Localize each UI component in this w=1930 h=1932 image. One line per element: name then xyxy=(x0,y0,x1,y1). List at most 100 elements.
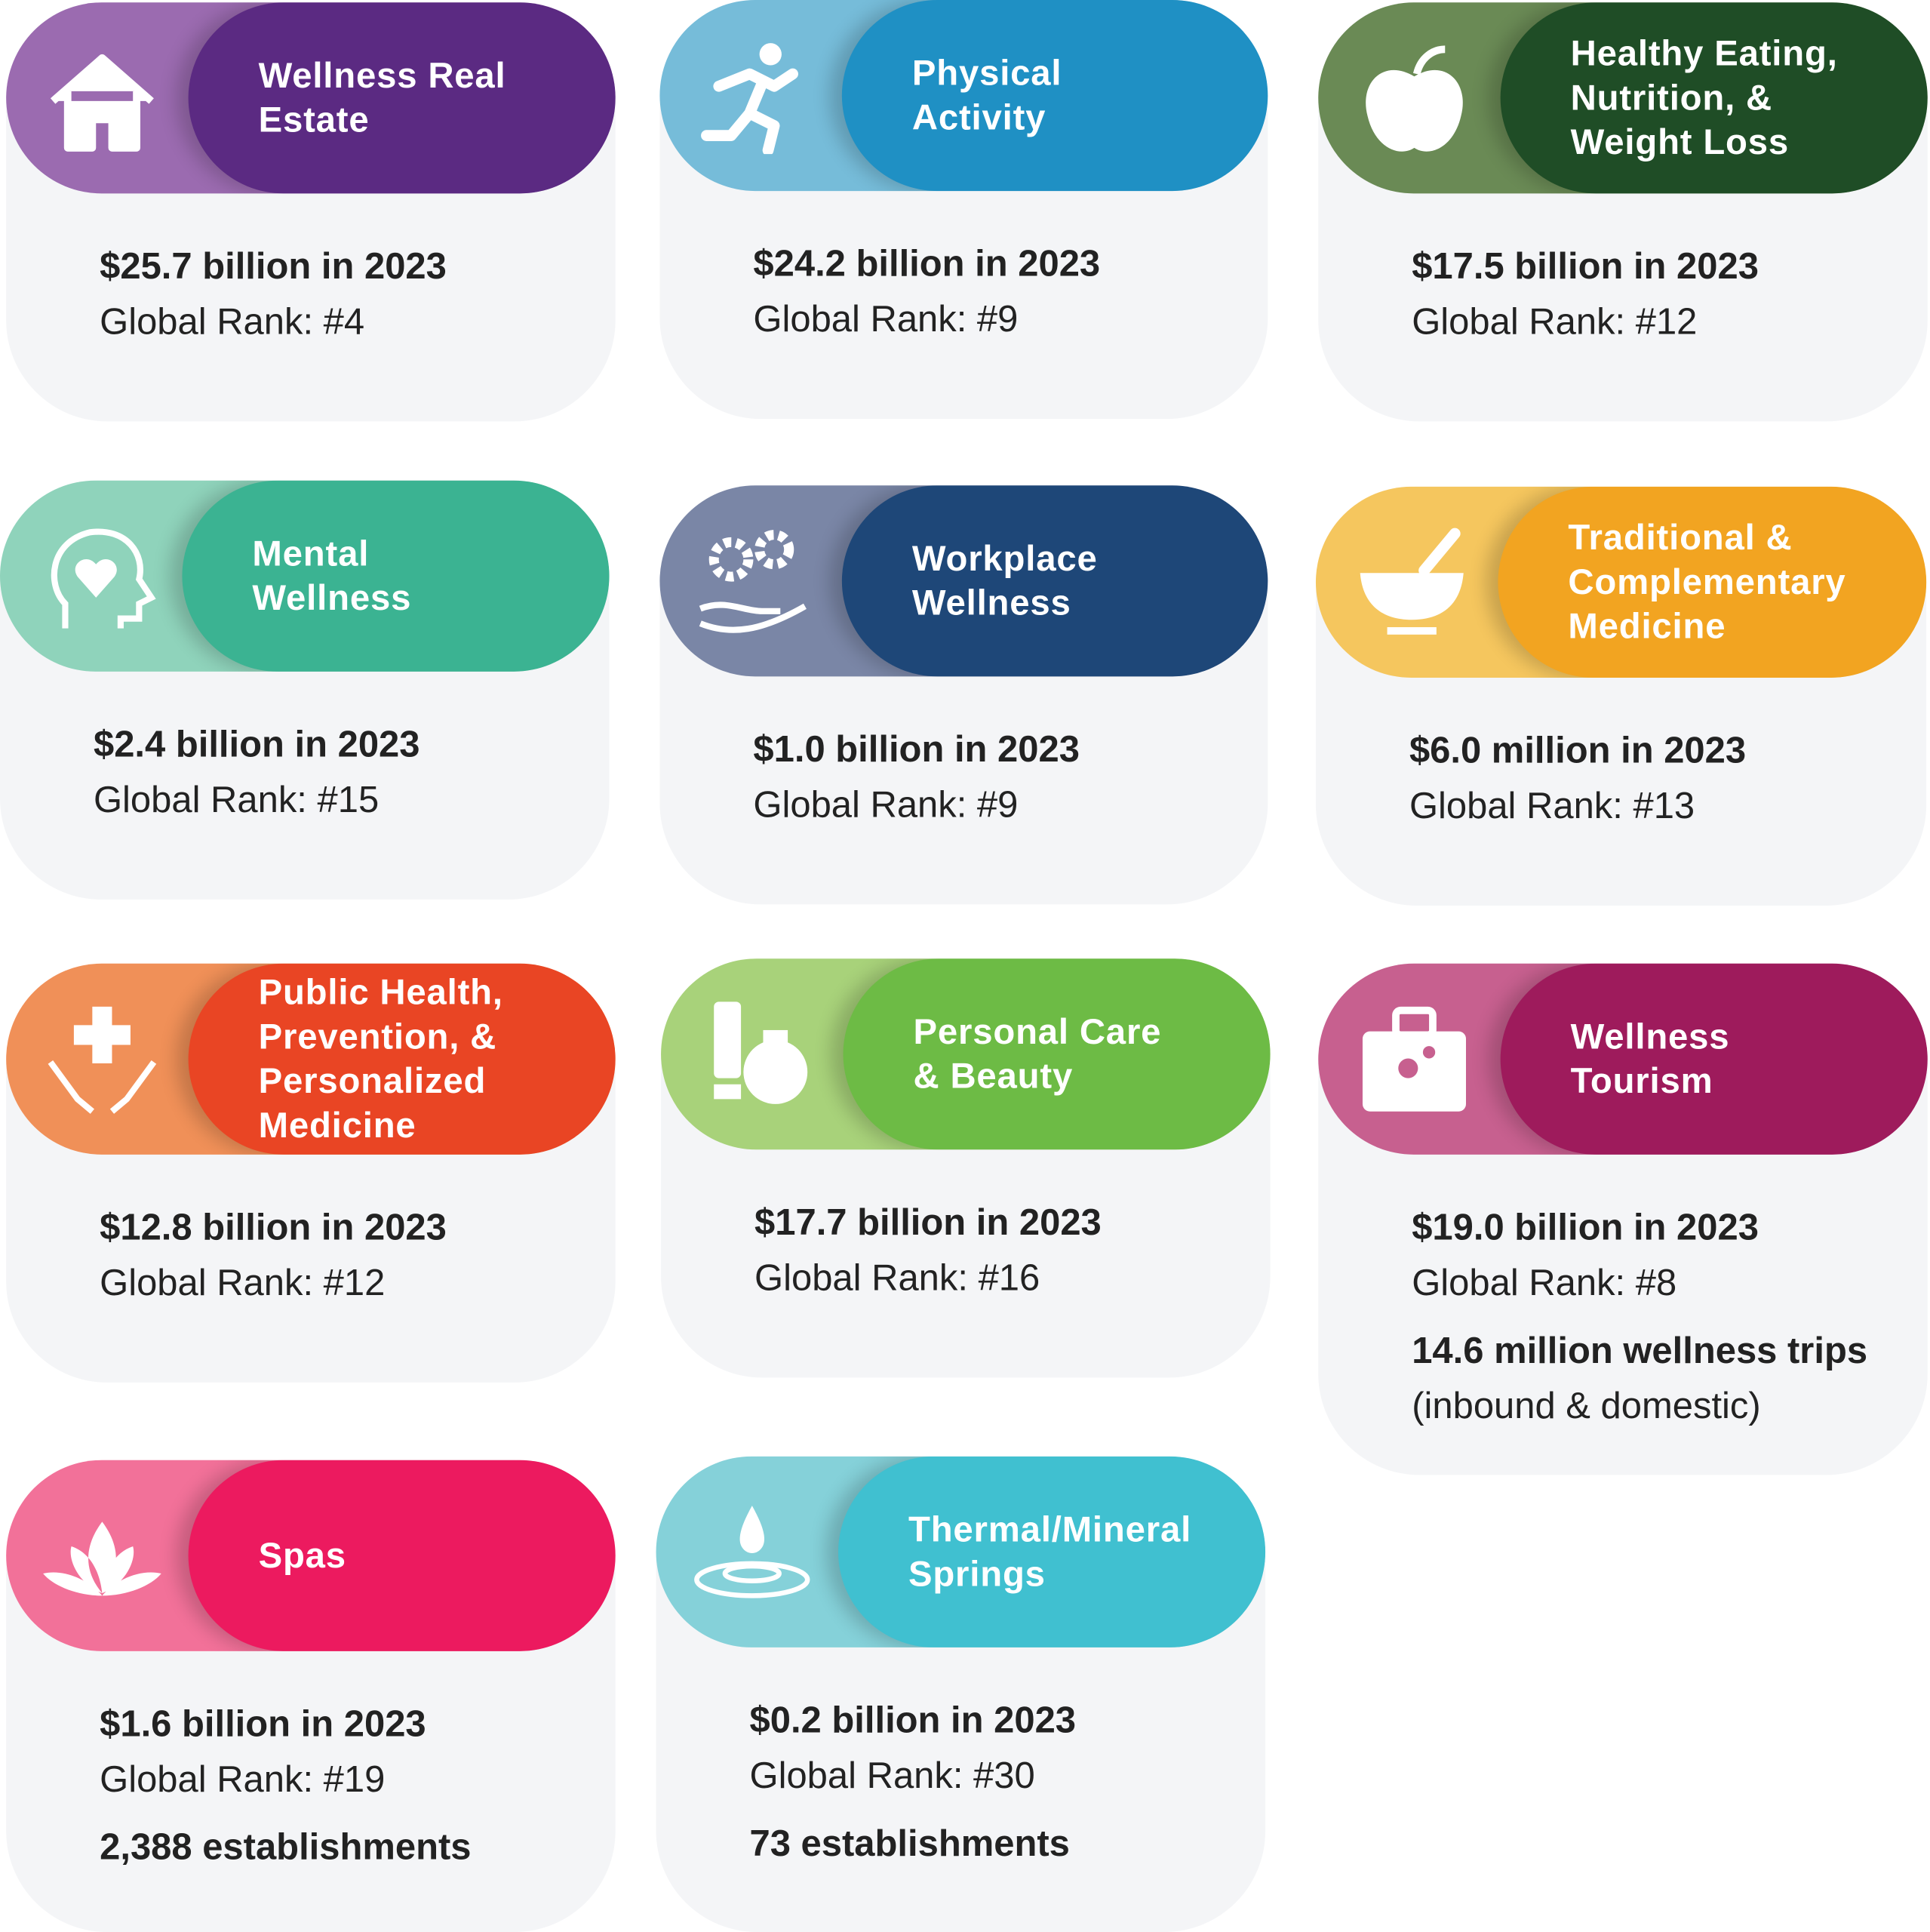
value: $12.8 billion in 2023 xyxy=(100,1208,447,1248)
card: Wellness Tourism $19.0 billion in 2023 Glob… xyxy=(1318,963,1928,1475)
value: $0.2 billion in 2023 xyxy=(749,1700,1077,1742)
header-band xyxy=(1498,486,1927,678)
icon xyxy=(1360,528,1464,635)
card-header: Healthy Eating, Nutrition, & Weight Loss xyxy=(1318,2,1928,194)
card: Thermal/Mineral Springs $0.2 billion in 20… xyxy=(656,1456,1266,1932)
card-title: Workplace Wellness xyxy=(912,485,1243,676)
card: Wellness Real Estate $25.7 billion in 2023… xyxy=(6,2,616,422)
header-band xyxy=(841,485,1268,677)
title-line: Medicine xyxy=(258,1106,416,1146)
card-title: Wellness Tourism xyxy=(1571,964,1903,1155)
card-header: Physical Activity xyxy=(659,0,1268,192)
title-line: Personal Care xyxy=(913,1012,1162,1052)
card-title: Thermal/Mineral Springs xyxy=(908,1457,1240,1647)
rank: Global Rank: #13 xyxy=(1409,786,1695,827)
title-line: Spas xyxy=(258,1536,346,1576)
icon xyxy=(1366,45,1463,152)
rank: Global Rank: #19 xyxy=(100,1759,386,1801)
title-line: Springs xyxy=(908,1554,1046,1594)
card-title: Traditional & Complementary Medicine xyxy=(1568,487,1901,678)
card-header: Personal Care & Beauty xyxy=(661,958,1271,1150)
value: $25.7 billion in 2023 xyxy=(100,246,447,288)
value: $17.7 billion in 2023 xyxy=(754,1202,1102,1244)
icon xyxy=(699,530,807,633)
card-title: Public Health, Prevention, & Personalized M… xyxy=(259,964,591,1155)
header-band xyxy=(188,963,616,1155)
card-title: Personal Care & Beauty xyxy=(913,958,1245,1149)
card-header: Workplace Wellness xyxy=(659,485,1268,677)
card: Workplace Wellness $1.0 billion in 2023 Glo… xyxy=(659,485,1268,905)
card-header: Thermal/Mineral Springs xyxy=(656,1456,1266,1647)
title-line: & Beauty xyxy=(913,1057,1074,1097)
title-line: Physical xyxy=(911,54,1062,94)
title-line: Tourism xyxy=(1570,1061,1713,1101)
rank: Global Rank: #9 xyxy=(753,299,1019,340)
header-band xyxy=(1500,963,1928,1155)
rank: Global Rank: #12 xyxy=(100,1263,386,1304)
title-line: Wellness xyxy=(1570,1017,1730,1057)
value: $19.0 billion in 2023 xyxy=(1412,1208,1759,1248)
icon xyxy=(50,54,154,152)
card-header: Public Health, Prevention, & Personalized M… xyxy=(6,963,616,1155)
card-title: Physical Activity xyxy=(912,0,1243,191)
card-title: Mental Wellness xyxy=(252,481,584,672)
rank: Global Rank: #9 xyxy=(753,785,1019,826)
rank: Global Rank: #8 xyxy=(1412,1263,1677,1304)
card-header: Wellness Tourism xyxy=(1318,963,1928,1155)
value: $2.4 billion in 2023 xyxy=(93,724,420,765)
card-header: Wellness Real Estate xyxy=(6,2,616,194)
title-line: Medicine xyxy=(1568,607,1726,647)
title-line: Healthy Eating, xyxy=(1570,33,1838,74)
card-header: Spas xyxy=(6,1460,616,1651)
title-line: Mental xyxy=(252,534,370,574)
rank: Global Rank: #4 xyxy=(100,302,365,343)
header-band xyxy=(188,2,616,194)
extra-note: (inbound & domestic) xyxy=(1412,1386,1761,1427)
icon xyxy=(714,1001,808,1104)
card: Personal Care & Beauty $17.7 billion in 20… xyxy=(661,958,1271,1378)
title-line: Thermal/Mineral xyxy=(908,1509,1192,1550)
title-line: Workplace xyxy=(911,539,1098,579)
extra: 2,388 establishments xyxy=(100,1827,472,1869)
card: Healthy Eating, Nutrition, & Weight Loss $1… xyxy=(1318,2,1928,422)
title-line: Wellness xyxy=(911,583,1071,623)
value: $17.5 billion in 2023 xyxy=(1412,246,1759,288)
card-header: Mental Wellness xyxy=(0,480,610,672)
title-line: Nutrition, & xyxy=(1570,78,1772,118)
card: Mental Wellness $2.4 billion in 2023 Global… xyxy=(0,480,610,900)
card: Physical Activity $24.2 billion in 2023 Glo… xyxy=(659,0,1268,420)
header-band xyxy=(182,480,610,672)
card: Spas $1.6 billion in 2023 Global Rank: #19… xyxy=(6,1460,616,1932)
value: $1.0 billion in 2023 xyxy=(753,729,1080,771)
icon xyxy=(43,1521,161,1596)
card-title: Healthy Eating, Nutrition, & Weight Loss xyxy=(1571,2,1903,193)
icon xyxy=(51,528,156,629)
card: Public Health, Prevention, & Personalized M… xyxy=(6,963,616,1383)
icon xyxy=(694,1506,810,1598)
title-line: Estate xyxy=(258,100,370,140)
title-line: Traditional & xyxy=(1568,518,1793,558)
value: $1.6 billion in 2023 xyxy=(100,1704,426,1745)
card-title: Spas xyxy=(259,1460,591,1651)
rank: Global Rank: #12 xyxy=(1412,302,1698,343)
value: $6.0 million in 2023 xyxy=(1409,731,1747,772)
header-band xyxy=(841,0,1268,192)
header-band xyxy=(1500,2,1928,194)
rank: Global Rank: #16 xyxy=(754,1257,1040,1299)
rank: Global Rank: #15 xyxy=(93,780,380,821)
title-line: Complementary xyxy=(1568,562,1846,602)
rank: Global Rank: #30 xyxy=(749,1755,1035,1797)
title-line: Personalized xyxy=(258,1061,487,1101)
card: Traditional & Complementary Medicine $6.0 m… xyxy=(1315,486,1927,906)
header-band xyxy=(843,958,1271,1150)
extra: 14.6 million wellness trips xyxy=(1412,1331,1868,1372)
title-line: Public Health, xyxy=(258,973,503,1013)
title-line: Prevention, & xyxy=(258,1017,497,1057)
title-line: Wellness xyxy=(252,578,412,618)
icon xyxy=(1362,1006,1466,1112)
title-line: Activity xyxy=(911,97,1046,138)
card-title: Wellness Real Estate xyxy=(259,2,591,193)
title-line: Wellness Real xyxy=(258,56,506,96)
